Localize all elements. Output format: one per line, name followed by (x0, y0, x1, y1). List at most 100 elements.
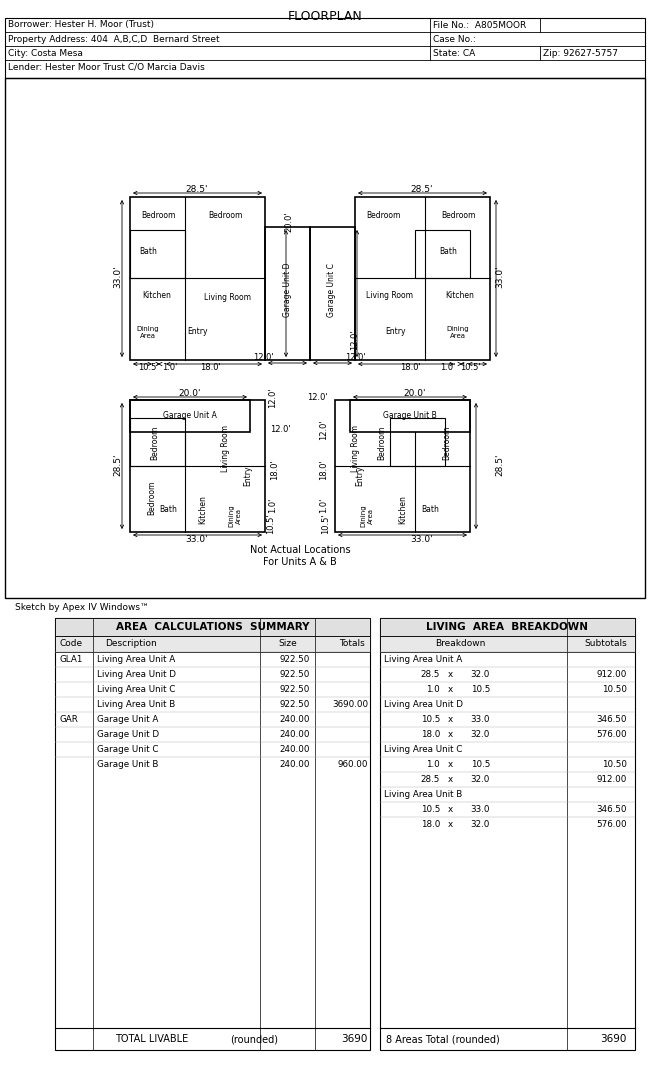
Text: Living Area Unit C: Living Area Unit C (384, 745, 462, 754)
Text: 576.00: 576.00 (597, 820, 627, 829)
Text: 33.0: 33.0 (471, 805, 490, 814)
Text: Subtotals: Subtotals (584, 640, 627, 649)
Text: GAR: GAR (59, 715, 78, 724)
Text: 922.50: 922.50 (280, 700, 310, 709)
Bar (380, 636, 635, 652)
Bar (390, 418, 445, 466)
Text: 346.50: 346.50 (597, 805, 627, 814)
Text: Kitchen: Kitchen (198, 495, 207, 524)
Text: x: x (447, 820, 452, 829)
Text: 1.0: 1.0 (426, 760, 440, 769)
Text: Living Area Unit A: Living Area Unit A (384, 655, 462, 664)
Text: Living Area Unit B: Living Area Unit B (384, 790, 462, 799)
Text: 10.5: 10.5 (421, 805, 440, 814)
Text: Size: Size (278, 640, 297, 649)
Text: 18.0': 18.0' (319, 460, 328, 480)
Text: Living Room: Living Room (205, 294, 252, 302)
Text: Dining
Area: Dining Area (447, 326, 469, 339)
Bar (130, 400, 265, 532)
Text: Bath: Bath (439, 248, 457, 256)
Text: Garage Unit B: Garage Unit B (97, 760, 159, 769)
Text: Totals: Totals (339, 640, 365, 649)
Text: Garage Unit A: Garage Unit A (163, 412, 217, 420)
Text: City: Costa Mesa: City: Costa Mesa (8, 48, 83, 58)
Text: Case No.:: Case No.: (433, 34, 476, 44)
Text: 1.0': 1.0' (162, 362, 177, 372)
Text: 3690.00: 3690.00 (332, 700, 368, 709)
Bar (5, 18, 645, 78)
Text: Living Room: Living Room (222, 425, 231, 472)
Text: Sketch by Apex IV Windows™: Sketch by Apex IV Windows™ (15, 604, 149, 612)
Text: 33.0': 33.0' (186, 536, 208, 545)
Text: 28.5': 28.5' (186, 185, 208, 194)
Text: Bedroom: Bedroom (141, 210, 176, 220)
Text: Code: Code (59, 640, 82, 649)
Text: Garage Unit D: Garage Unit D (97, 730, 159, 739)
Text: Bedroom: Bedroom (151, 426, 159, 460)
Bar (130, 230, 185, 278)
Text: Living Room: Living Room (350, 425, 359, 472)
Text: For Units A & B: For Units A & B (263, 557, 337, 567)
Bar (130, 418, 185, 466)
Text: x: x (447, 715, 452, 724)
Text: 18.0: 18.0 (421, 730, 440, 739)
Bar (130, 400, 250, 432)
Text: 576.00: 576.00 (597, 730, 627, 739)
Text: 12.0': 12.0' (270, 426, 291, 434)
Text: 20.0': 20.0' (285, 211, 294, 233)
Text: FLOORPLAN: FLOORPLAN (287, 10, 363, 23)
Bar (335, 400, 470, 532)
Bar (310, 227, 355, 360)
Text: Entry: Entry (356, 465, 365, 487)
Text: Bedroom: Bedroom (378, 426, 387, 460)
Text: Zip: 92627-5757: Zip: 92627-5757 (543, 48, 618, 58)
Text: State: CA: State: CA (433, 48, 475, 58)
Text: x: x (447, 760, 452, 769)
Text: 18.0': 18.0' (400, 362, 421, 372)
Text: 18.0: 18.0 (421, 820, 440, 829)
Bar (5, 78, 645, 598)
Text: Garage Unit B: Garage Unit B (383, 412, 437, 420)
Text: Dining
Area: Dining Area (136, 326, 159, 339)
Text: Garage Unit A: Garage Unit A (97, 715, 159, 724)
Bar (55, 636, 370, 652)
Text: 346.50: 346.50 (597, 715, 627, 724)
Text: 10.5': 10.5' (138, 362, 159, 372)
Text: 12.0': 12.0' (350, 330, 359, 351)
Text: x: x (447, 730, 452, 739)
Text: 10.5': 10.5' (460, 362, 480, 372)
Bar (350, 400, 470, 432)
Text: Kitchen: Kitchen (142, 291, 172, 299)
Text: Bedroom: Bedroom (148, 481, 157, 516)
Text: 8 Areas Total (rounded): 8 Areas Total (rounded) (386, 1034, 500, 1044)
Text: 10.5: 10.5 (471, 760, 490, 769)
Text: Property Address: 404  A,B,C,D  Bernard Street: Property Address: 404 A,B,C,D Bernard St… (8, 34, 220, 44)
Text: Living Area Unit C: Living Area Unit C (97, 685, 176, 694)
Text: Bedroom: Bedroom (208, 210, 242, 220)
Text: 240.00: 240.00 (280, 760, 310, 769)
Bar (415, 230, 470, 278)
Text: Bath: Bath (421, 506, 439, 515)
Text: 33.0': 33.0' (495, 266, 504, 288)
Bar (355, 197, 490, 360)
Text: 240.00: 240.00 (280, 730, 310, 739)
Text: Bedroom: Bedroom (441, 210, 475, 220)
Bar (55, 617, 370, 636)
Text: 28.5: 28.5 (421, 670, 440, 679)
Text: Entry: Entry (244, 465, 252, 487)
Text: 10.5: 10.5 (421, 715, 440, 724)
Text: 1.0': 1.0' (440, 362, 456, 372)
Text: 1.0: 1.0 (426, 685, 440, 694)
Text: Entry: Entry (385, 328, 405, 337)
Text: 28.5': 28.5' (495, 453, 504, 476)
Text: 1.0': 1.0' (319, 497, 328, 512)
Text: Breakdown: Breakdown (435, 640, 485, 649)
Text: 240.00: 240.00 (280, 745, 310, 754)
Text: 28.5: 28.5 (421, 775, 440, 784)
Text: 912.00: 912.00 (597, 670, 627, 679)
Text: Description: Description (105, 640, 157, 649)
Text: 10.5: 10.5 (471, 685, 490, 694)
Text: Garage Unit C: Garage Unit C (328, 263, 337, 317)
Text: 922.50: 922.50 (280, 685, 310, 694)
Text: Dining
Area: Dining Area (229, 505, 242, 527)
